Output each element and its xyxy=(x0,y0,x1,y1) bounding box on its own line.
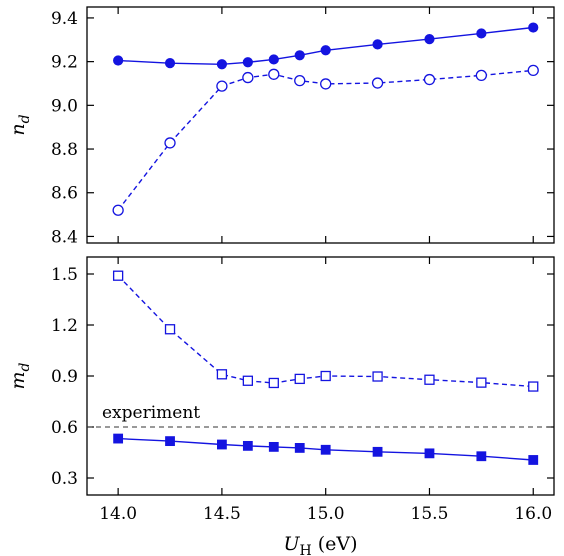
y-tick-label: 9.0 xyxy=(51,96,78,116)
y-tick-label: 9.2 xyxy=(51,53,78,73)
experiment-label: experiment xyxy=(102,403,200,423)
x-tick-label: 16.0 xyxy=(514,504,552,524)
data-point xyxy=(320,370,331,382)
y-tick-label: 1.2 xyxy=(51,316,78,336)
series-line xyxy=(117,275,534,388)
data-point xyxy=(242,57,253,68)
data-point xyxy=(217,439,227,450)
data-point xyxy=(371,77,384,89)
data-point xyxy=(112,270,124,281)
data-point xyxy=(424,448,435,459)
y-tick-label: 0.9 xyxy=(51,367,78,387)
data-point xyxy=(320,444,331,455)
data-point xyxy=(268,68,280,80)
data-point xyxy=(242,375,254,386)
x-tick-label: 15.5 xyxy=(411,504,449,524)
data-point xyxy=(164,58,176,69)
data-point xyxy=(476,28,487,39)
data-point xyxy=(528,22,539,33)
data-point xyxy=(268,441,279,452)
data-point xyxy=(113,55,124,66)
data-point xyxy=(113,433,124,444)
data-point xyxy=(268,54,279,65)
x-tick-label: 15.0 xyxy=(307,504,345,524)
y-tick-label: 8.8 xyxy=(51,140,78,160)
y-tick-label: 0.6 xyxy=(51,418,78,438)
data-point xyxy=(424,34,435,45)
data-point xyxy=(475,69,488,82)
data-point xyxy=(294,74,306,87)
y-tick-label: 1.5 xyxy=(51,265,78,285)
data-point xyxy=(320,78,332,90)
data-point xyxy=(165,436,175,447)
data-point xyxy=(216,369,228,380)
y-axis-label: nd xyxy=(7,114,33,135)
data-point xyxy=(528,455,539,465)
data-point xyxy=(372,371,383,382)
data-point xyxy=(424,374,435,385)
data-point xyxy=(320,45,331,56)
data-point xyxy=(528,381,539,392)
y-tick-label: 9.4 xyxy=(51,9,78,29)
data-point xyxy=(372,446,383,457)
data-point xyxy=(372,39,383,50)
x-tick-label: 14.0 xyxy=(99,504,137,524)
data-point xyxy=(476,451,487,462)
x-axis-label: UH (eV) xyxy=(283,533,357,556)
data-point xyxy=(294,50,305,61)
panel-md: 14.0 14.5 15.0 15.5 16.0 0.3 0.6 0.9 1.2 1.5 md UH … xyxy=(7,256,555,556)
y-tick-label: 8.6 xyxy=(51,184,78,204)
x-tick-label: 14.5 xyxy=(203,504,241,524)
data-point xyxy=(112,204,124,216)
y-tick-label: 0.3 xyxy=(51,469,78,489)
data-point xyxy=(216,59,228,70)
data-point xyxy=(216,80,228,92)
data-point xyxy=(527,64,539,77)
data-point xyxy=(242,71,254,84)
data-point xyxy=(423,73,436,86)
data-point xyxy=(164,137,176,149)
plot-frame xyxy=(86,6,555,244)
data-point xyxy=(268,377,279,389)
y-tick-label: 8.4 xyxy=(51,227,78,247)
panel-nd: 8.4 8.6 8.8 9.0 9.2 9.4 nd xyxy=(7,6,555,247)
series-line xyxy=(117,69,534,211)
y-axis-label: md xyxy=(7,362,33,389)
data-point xyxy=(294,443,305,453)
data-point xyxy=(476,377,487,388)
data-point xyxy=(164,324,176,335)
data-point xyxy=(242,440,253,451)
data-point xyxy=(294,373,305,385)
